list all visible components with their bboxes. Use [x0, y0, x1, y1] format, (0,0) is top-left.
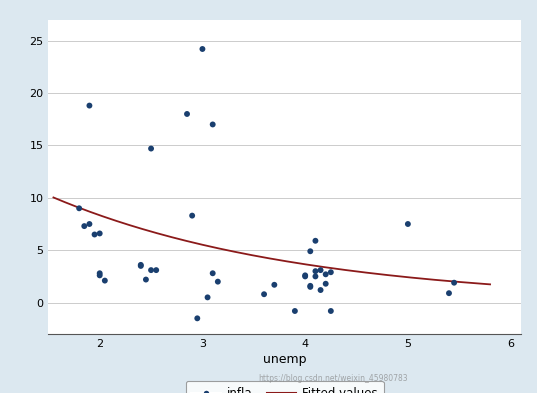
- Point: [214, 279, 222, 285]
- Point: [75, 205, 83, 211]
- Point: [450, 279, 459, 286]
- Point: [445, 290, 453, 296]
- Point: [322, 271, 330, 277]
- Point: [311, 268, 320, 274]
- Point: [96, 270, 104, 276]
- Point: [96, 230, 104, 237]
- Point: [306, 248, 315, 254]
- Point: [260, 291, 268, 298]
- Point: [301, 273, 309, 279]
- Point: [322, 281, 330, 287]
- Point: [306, 284, 315, 290]
- Legend: infla, Fitted values: infla, Fitted values: [186, 381, 383, 393]
- Point: [85, 221, 94, 227]
- Point: [198, 46, 207, 52]
- Point: [208, 121, 217, 128]
- Point: [136, 263, 145, 269]
- Point: [193, 315, 201, 321]
- Point: [80, 223, 89, 229]
- Point: [316, 287, 325, 293]
- Point: [306, 283, 315, 289]
- Point: [291, 308, 299, 314]
- Point: [208, 270, 217, 276]
- Point: [326, 269, 335, 275]
- Point: [147, 267, 155, 273]
- Point: [100, 277, 109, 284]
- Point: [147, 145, 155, 152]
- Point: [311, 273, 320, 279]
- Text: https://blog.csdn.net/weixin_45980783: https://blog.csdn.net/weixin_45980783: [258, 374, 408, 383]
- Point: [204, 294, 212, 301]
- Point: [183, 111, 191, 117]
- Point: [270, 282, 279, 288]
- Point: [316, 267, 325, 273]
- Point: [301, 272, 309, 279]
- Point: [311, 238, 320, 244]
- Point: [404, 221, 412, 227]
- Point: [152, 267, 161, 273]
- X-axis label: unemp: unemp: [263, 353, 307, 366]
- Point: [188, 213, 197, 219]
- Point: [326, 308, 335, 314]
- Point: [96, 272, 104, 279]
- Point: [142, 276, 150, 283]
- Point: [90, 231, 99, 238]
- Point: [85, 103, 94, 109]
- Point: [136, 262, 145, 268]
